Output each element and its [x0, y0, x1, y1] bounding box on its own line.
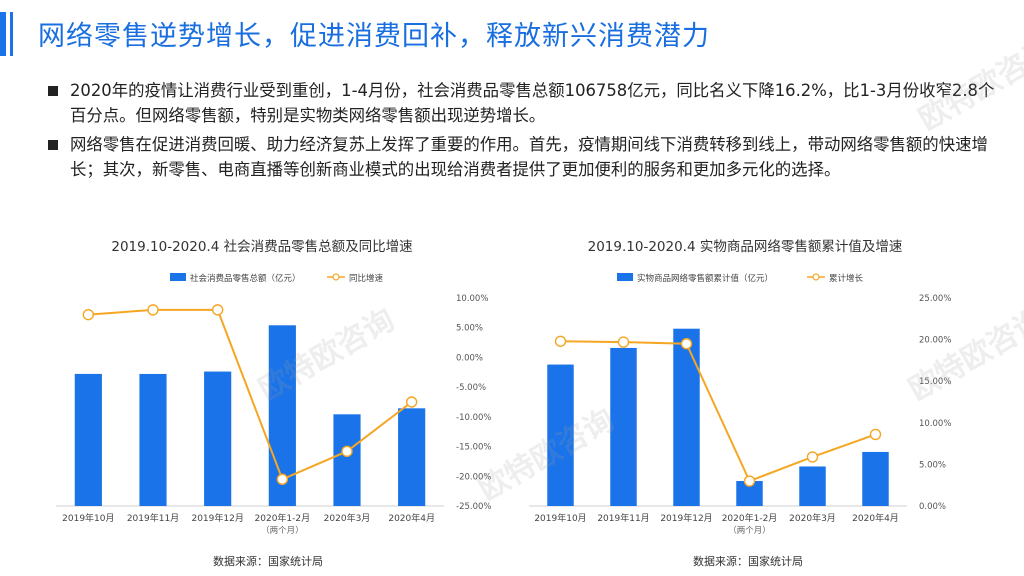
- bar: [547, 364, 574, 506]
- x-tick-label: 2020年1-2月: [255, 512, 311, 524]
- x-tick-label: 2020年4月: [852, 512, 899, 524]
- bar: [333, 414, 361, 506]
- bar: [799, 466, 826, 506]
- series-line: [88, 308, 413, 481]
- right-axis-tick-label: 0.00%: [919, 502, 946, 512]
- legend-bar-swatch: [170, 273, 186, 281]
- x-tick-note: （两个月）: [728, 525, 771, 535]
- right-axis-tick-label: 10.00%: [919, 419, 951, 429]
- bullet-text: 网络零售在促进消费回暖、助力经济复苏上发挥了重要的作用。首先，疫情期间线下消费转…: [70, 135, 988, 179]
- bullet-item: 网络零售在促进消费回暖、助力经济复苏上发挥了重要的作用。首先，疫情期间线下消费转…: [48, 132, 1008, 182]
- right-axis-tick-label: 15.00%: [919, 377, 951, 387]
- x-tick-label: 2020年3月: [324, 512, 371, 524]
- legend-entry: 累计增长: [829, 273, 864, 284]
- chart-title: 2019.10-2020.4 社会消费品零售总额及同比增速: [111, 239, 412, 255]
- x-tick-label: 2020年3月: [789, 512, 836, 524]
- bullet-square-icon: [48, 140, 58, 150]
- bar: [204, 371, 232, 506]
- bar: [673, 328, 700, 506]
- legend-line-marker: [812, 273, 820, 281]
- right-axis-tick-label: 5.00%: [919, 460, 946, 470]
- legend-line-marker: [332, 273, 340, 281]
- legend-entry: 实物商品网络零售额累计值（亿元）: [637, 273, 773, 284]
- line-point: [554, 335, 567, 347]
- line-point: [680, 338, 693, 350]
- x-tick-label: 2019年11月: [127, 512, 179, 524]
- series-line: [560, 340, 876, 483]
- line-point: [806, 451, 819, 463]
- x-tick-label: 2019年10月: [534, 512, 586, 524]
- right-axis-tick-label: -10.00%: [456, 413, 491, 423]
- chart-retail-sales: 2019.10-2020.4 社会消费品零售总额及同比增速社会消费品零售总额（亿…: [42, 235, 502, 535]
- title-accent-bar: [0, 12, 6, 56]
- right-axis-tick-label: -25.00%: [456, 502, 491, 512]
- chart-title: 2019.10-2020.4 实物商品网络零售额累计值及增速: [588, 239, 903, 255]
- chart-online-retail: 2019.10-2020.4 实物商品网络零售额累计值及增速实物商品网络零售额累…: [515, 235, 985, 535]
- chart-online-retail-svg: 2019.10-2020.4 实物商品网络零售额累计值及增速实物商品网络零售额累…: [529, 239, 951, 535]
- line-point: [82, 308, 95, 321]
- right-axis-tick-label: 25.00%: [919, 294, 951, 304]
- right-axis-tick-label: 20.00%: [919, 336, 951, 346]
- line-point: [276, 473, 289, 485]
- page-title: 网络零售逆势增长，促进消费回补，释放新兴消费潜力: [38, 21, 710, 52]
- right-axis-tick-label: -20.00%: [456, 472, 491, 482]
- right-axis-tick-label: -15.00%: [456, 443, 491, 453]
- chart-source-note: 数据来源：国家统计局: [213, 555, 323, 568]
- x-tick-label: 2019年12月: [660, 512, 712, 524]
- chart-retail-sales-svg: 2019.10-2020.4 社会消费品零售总额及同比增速社会消费品零售总额（亿…: [56, 239, 491, 535]
- line-point: [617, 336, 630, 348]
- x-tick-label: 2019年10月: [62, 512, 114, 524]
- right-axis-tick-label: 10.00%: [456, 294, 488, 304]
- bar: [74, 373, 102, 506]
- line-point: [405, 396, 418, 408]
- chart-legend: 社会消费品零售总额（亿元） 同比增速: [170, 273, 384, 284]
- line-point: [211, 304, 224, 316]
- right-axis-tick-label: -5.00%: [456, 383, 486, 393]
- right-axis-tick-label: 0.00%: [456, 353, 483, 363]
- x-tick-label: 2019年12月: [191, 512, 243, 524]
- chart-source-note: 数据来源：国家统计局: [693, 555, 803, 568]
- x-tick-label: 2019年11月: [597, 512, 649, 524]
- x-tick-label: 2020年4月: [388, 512, 435, 524]
- bullet-text: 2020年的疫情让消费行业受到重创，1-4月份，社会消费品零售总额106758亿…: [70, 81, 995, 125]
- bullet-list: 2020年的疫情让消费行业受到重创，1-4月份，社会消费品零售总额106758亿…: [48, 78, 1008, 186]
- x-tick-note: （两个月）: [261, 525, 304, 535]
- bar: [862, 451, 889, 506]
- x-tick-label: 2020年1-2月: [722, 512, 778, 524]
- legend-entry: 社会消费品零售总额（亿元）: [190, 273, 301, 284]
- bullet-item: 2020年的疫情让消费行业受到重创，1-4月份，社会消费品零售总额106758亿…: [48, 78, 1008, 128]
- line-point: [743, 475, 756, 487]
- bar: [398, 408, 426, 506]
- line-point: [869, 428, 882, 441]
- chart-legend: 实物商品网络零售额累计值（亿元） 累计增长: [617, 273, 864, 284]
- legend-entry: 同比增速: [349, 273, 384, 284]
- bar: [610, 347, 637, 506]
- line-point: [341, 445, 353, 458]
- title-accent-bar-thin: [10, 12, 13, 56]
- line-point: [147, 304, 159, 316]
- legend-bar-swatch: [617, 273, 633, 281]
- bar: [139, 373, 167, 506]
- bullet-square-icon: [48, 86, 58, 96]
- right-axis-tick-label: 5.00%: [456, 324, 483, 334]
